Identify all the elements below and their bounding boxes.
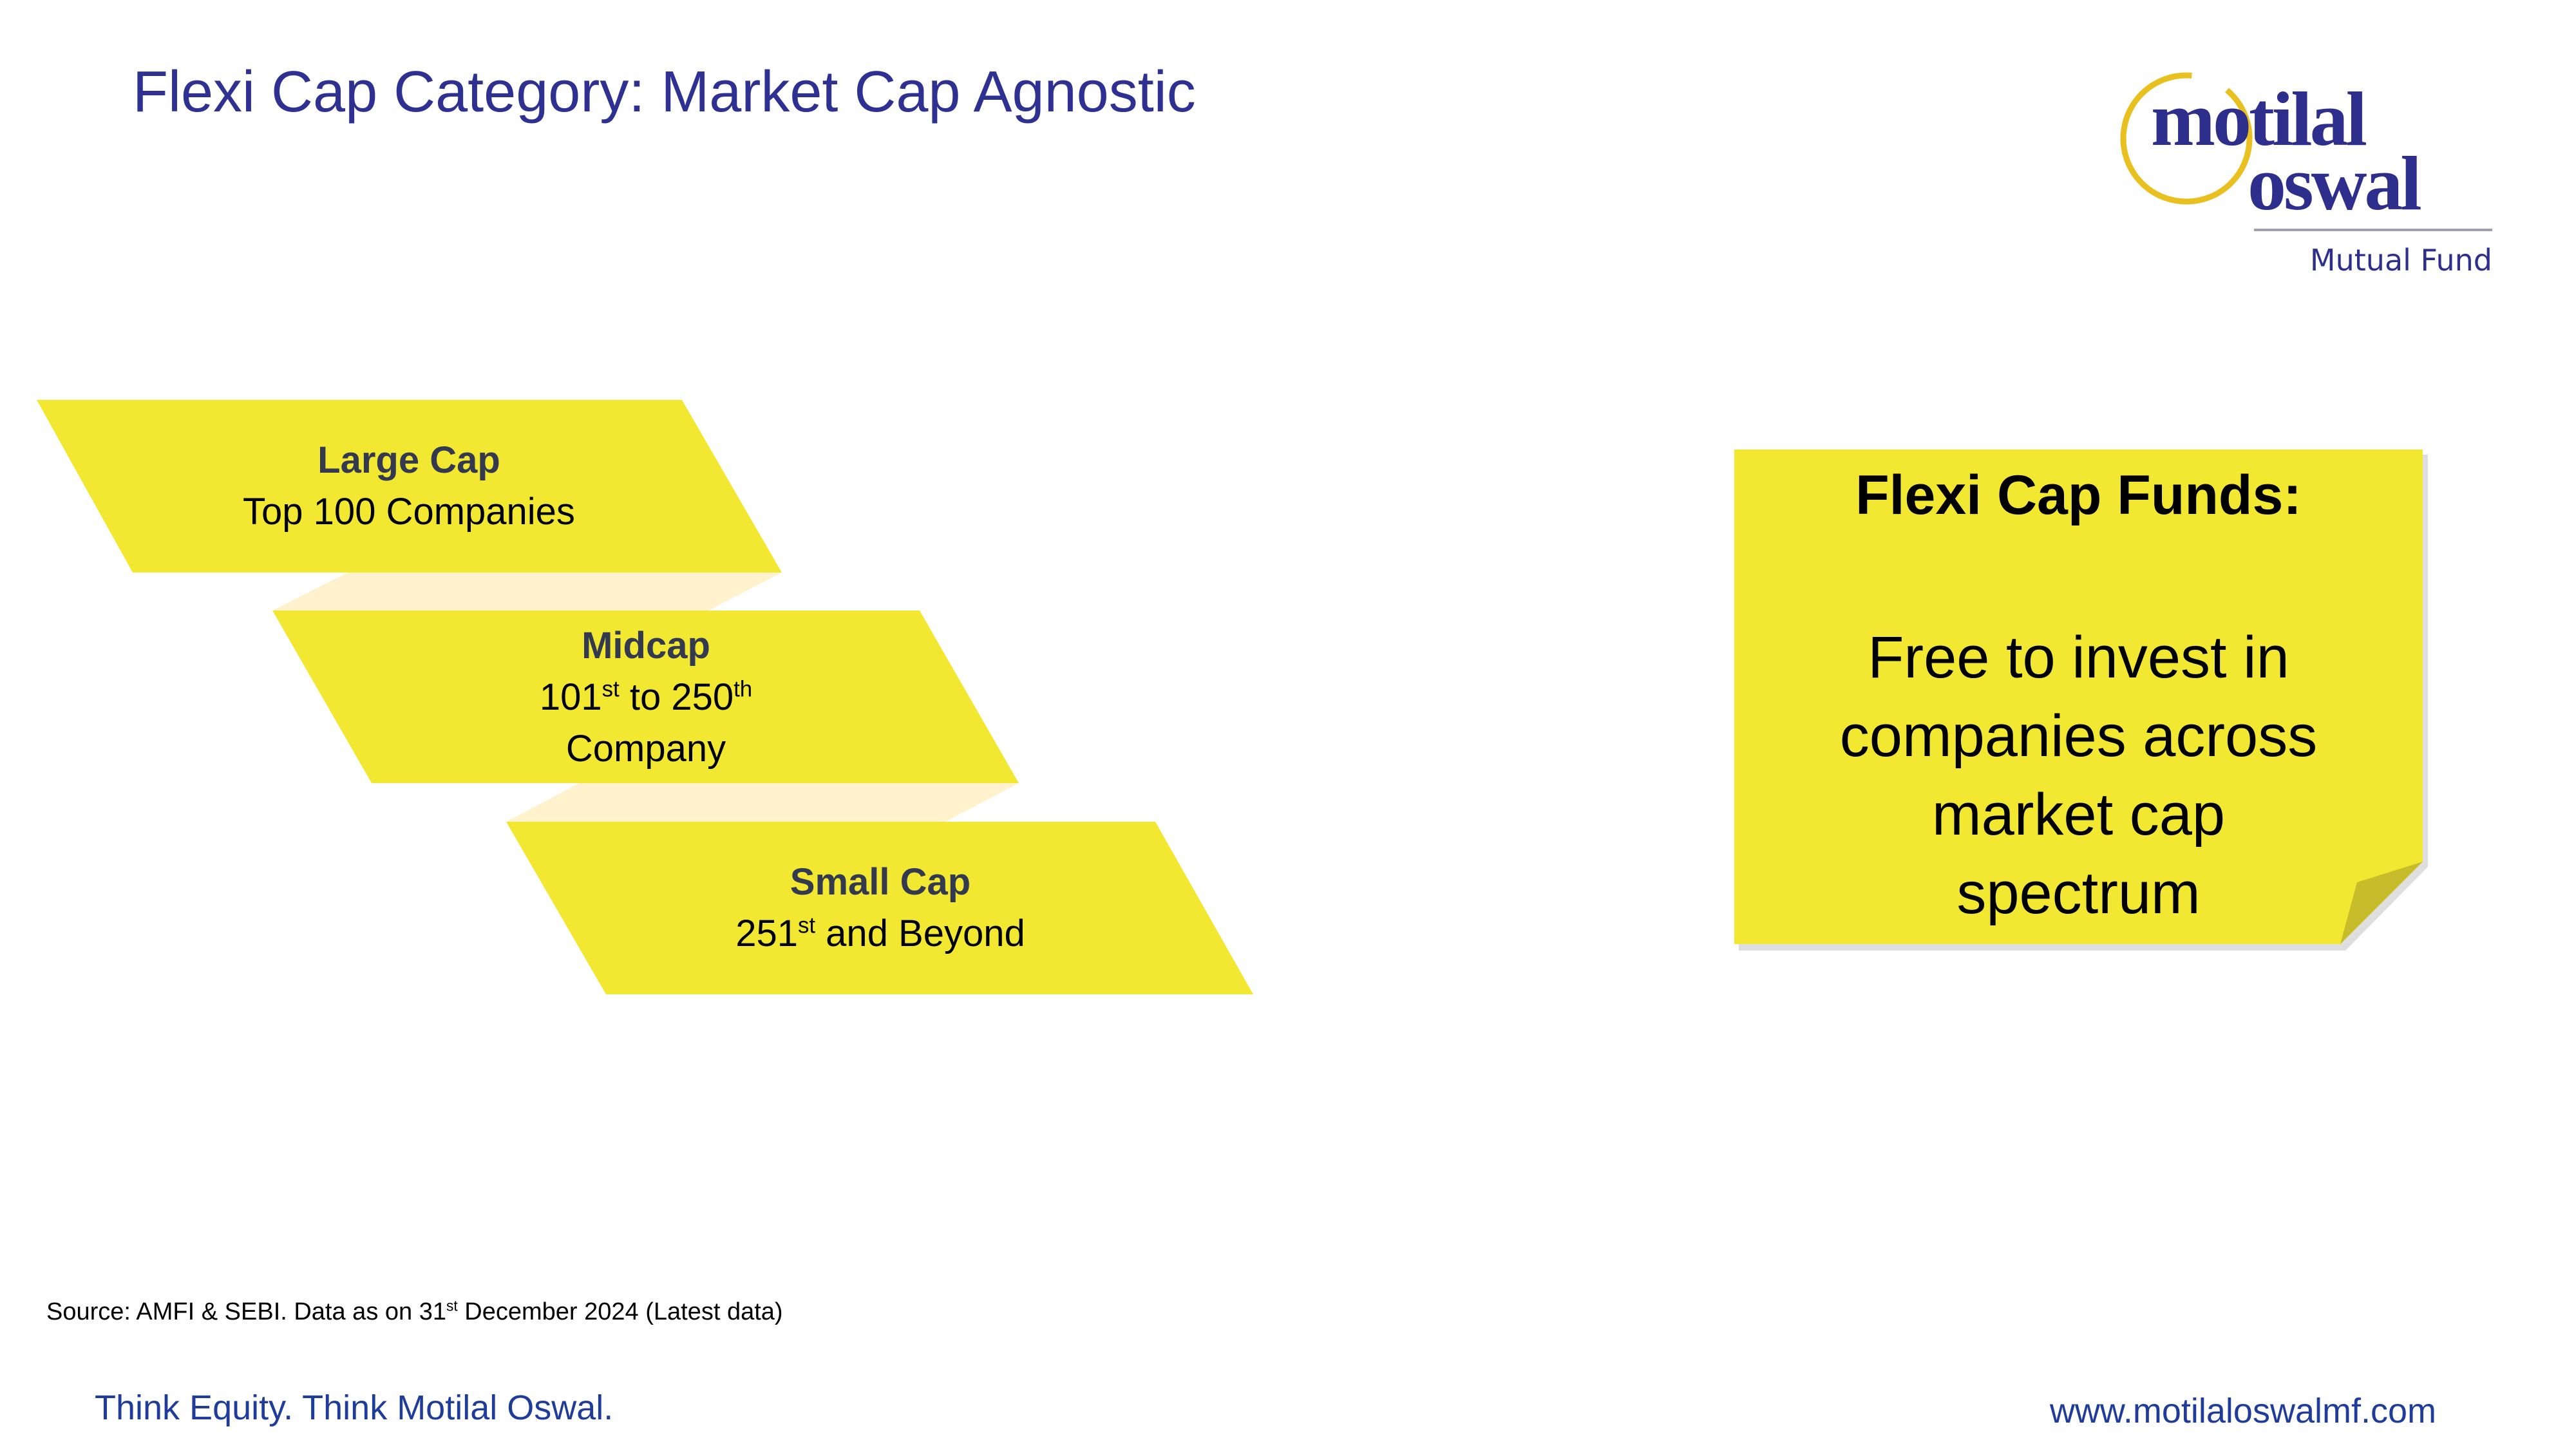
tier-description-2: Company — [565, 728, 726, 770]
sticky-note — [1734, 450, 2423, 944]
tier-small-cap — [506, 822, 1253, 994]
connector-large-mid — [272, 573, 782, 611]
tier-large-cap-text: Large Cap Top 100 Companies — [133, 435, 685, 538]
tier-description: 251st and Beyond — [735, 913, 1025, 954]
svg-text:motilal: motilal — [2151, 76, 2367, 162]
svg-text:oswal: oswal — [2248, 140, 2421, 226]
footer-url-link[interactable]: www.motilaloswalmf.com — [2049, 1392, 2436, 1430]
tier-midcap — [272, 611, 1019, 783]
connector-mid-small — [506, 783, 1019, 822]
tier-small-cap-text: Small Cap 251st and Beyond — [606, 857, 1155, 960]
tier-heading: Small Cap — [790, 861, 971, 903]
note-body: Free to invest in companies across marke… — [1839, 625, 2318, 926]
tier-heading: Midcap — [582, 625, 710, 667]
tier-midcap-text: Midcap 101st to 250th Company — [372, 620, 920, 775]
source-note: Source: AMFI & SEBI. Data as on 31st Dec… — [46, 1297, 783, 1325]
footer-tagline: Think Equity. Think Motilal Oswal. — [95, 1388, 614, 1427]
tier-heading: Large Cap — [317, 439, 500, 481]
note-title: Flexi Cap Funds: — [1855, 464, 2302, 526]
motilal-oswal-logo: motilal oswal Mutual Fund — [2119, 71, 2518, 283]
svg-text:Mutual Fund: Mutual Fund — [2310, 243, 2492, 278]
tier-description: 101st to 250th — [539, 676, 753, 718]
tier-large-cap — [37, 400, 782, 573]
sticky-note-fold — [2340, 862, 2423, 944]
page-title: Flexi Cap Category: Market Cap Agnostic — [133, 60, 1196, 124]
tier-description: Top 100 Companies — [243, 491, 575, 533]
